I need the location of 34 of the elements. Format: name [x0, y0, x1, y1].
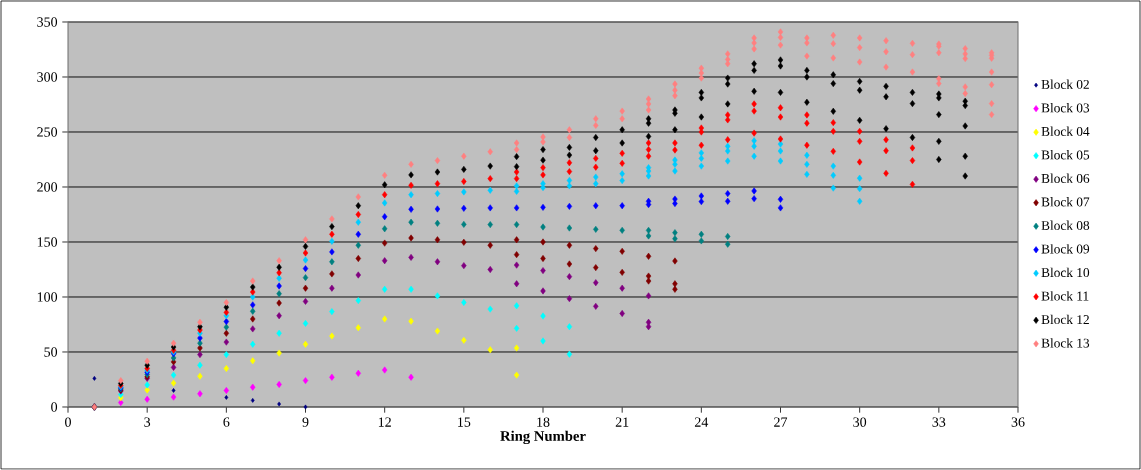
y-tick-label: 300 — [37, 72, 58, 82]
legend-label: Block 11 — [1041, 291, 1089, 301]
y-tick-label: 250 — [37, 127, 58, 137]
legend-label: Block 08 — [1041, 220, 1090, 230]
legend-label: Block 09 — [1041, 244, 1090, 254]
legend-label: Block 10 — [1041, 267, 1090, 278]
y-tick-label: 0 — [51, 402, 58, 412]
legend-label: Block 06 — [1041, 173, 1090, 183]
x-tick-label: 21 — [615, 417, 629, 427]
x-tick-label: 12 — [378, 417, 391, 427]
x-tick-label: 0 — [65, 417, 71, 427]
legend-label: Block 12 — [1041, 314, 1089, 325]
y-tick-label: 150 — [37, 237, 58, 247]
x-tick-label: 24 — [694, 417, 709, 427]
legend-label: Block 13 — [1041, 338, 1090, 348]
y-tick-label: 50 — [44, 347, 58, 357]
legend-label: Block 02 — [1041, 79, 1089, 89]
x-axis-title: Ring Number — [500, 430, 586, 445]
x-tick-label: 27 — [774, 417, 788, 427]
x-tick-label: 3 — [144, 417, 151, 427]
x-tick-label: 15 — [458, 417, 471, 427]
x-tick-label: 6 — [223, 417, 230, 427]
legend-label: Block 07 — [1041, 197, 1090, 207]
legend-label: Block 05 — [1041, 150, 1090, 160]
y-tick-label: 350 — [37, 17, 58, 27]
legend-label: Block 04 — [1041, 126, 1090, 136]
legend-label: Block 03 — [1041, 103, 1090, 113]
y-tick-label: 200 — [37, 182, 58, 192]
x-tick-label: 36 — [1011, 417, 1025, 427]
x-tick-label: 9 — [302, 417, 309, 427]
x-tick-label: 33 — [932, 417, 946, 427]
x-tick-label: 30 — [853, 417, 867, 427]
y-tick-label: 100 — [37, 292, 58, 302]
x-tick-label: 18 — [537, 417, 550, 427]
